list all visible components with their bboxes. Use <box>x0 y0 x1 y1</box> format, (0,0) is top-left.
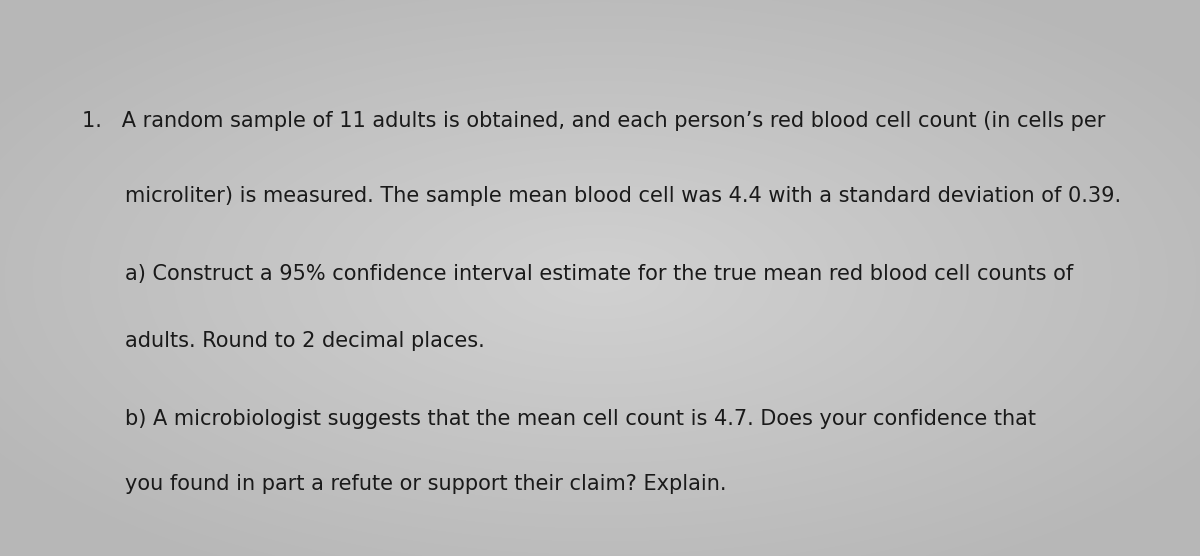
Text: you found in part a refute or support their claim? Explain.: you found in part a refute or support th… <box>125 474 726 494</box>
Text: 1.   A random sample of 11 adults is obtained, and each person’s red blood cell : 1. A random sample of 11 adults is obtai… <box>82 111 1105 131</box>
Text: adults. Round to 2 decimal places.: adults. Round to 2 decimal places. <box>125 331 485 351</box>
Text: b) A microbiologist suggests that the mean cell count is 4.7. Does your confiden: b) A microbiologist suggests that the me… <box>125 409 1036 429</box>
Text: a) Construct a 95% confidence interval estimate for the true mean red blood cell: a) Construct a 95% confidence interval e… <box>125 264 1073 284</box>
Text: microliter) is measured. The sample mean blood cell was 4.4 with a standard devi: microliter) is measured. The sample mean… <box>125 186 1121 206</box>
